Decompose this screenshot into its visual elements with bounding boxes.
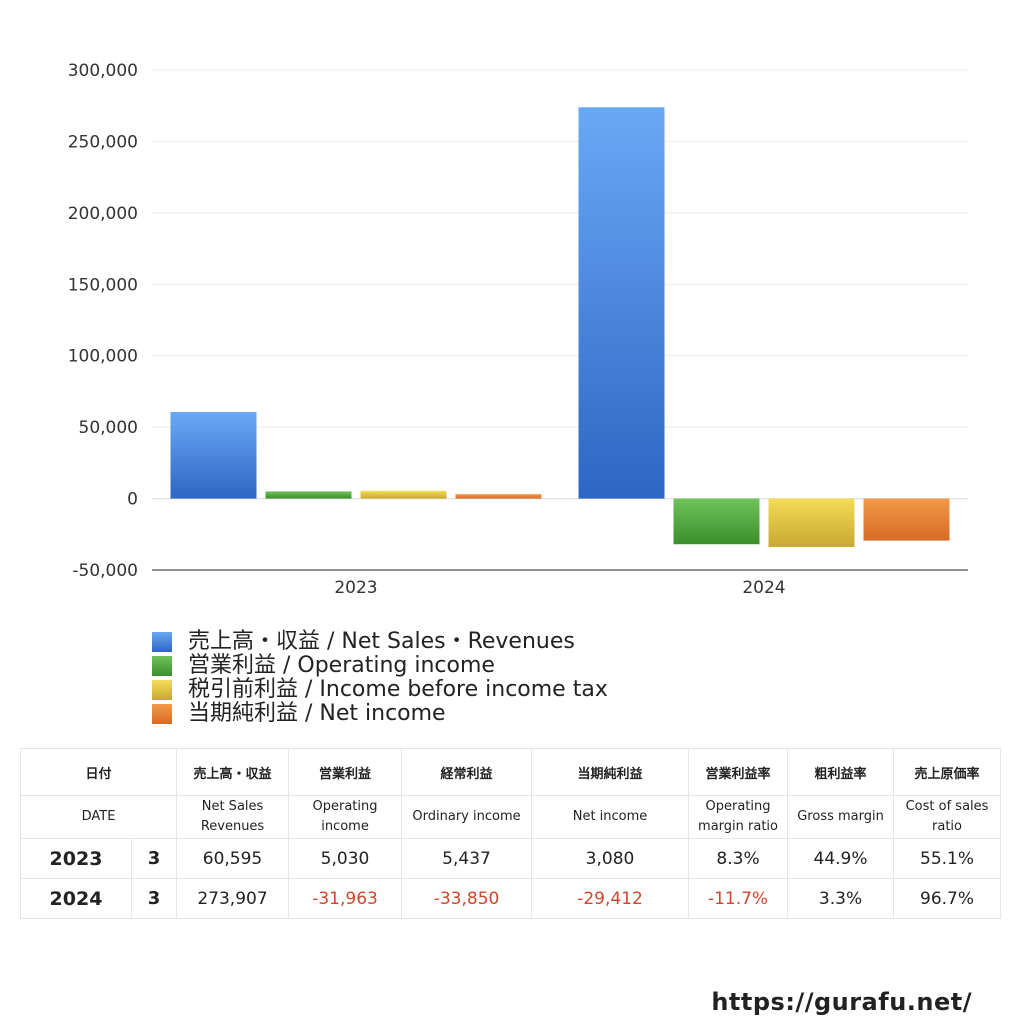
bar xyxy=(673,498,760,545)
cost-of-sales-cell: 55.1% xyxy=(893,838,1002,879)
legend-label: 売上高・収益 / Net Sales・Revenues xyxy=(188,629,575,654)
header-cell: DATE xyxy=(19,795,178,839)
header-cell: 営業利益 xyxy=(288,748,403,796)
operating-income-cell: -31,963 xyxy=(288,878,403,919)
header-cell: Operating income xyxy=(288,795,403,839)
header-cell: Ordinary income xyxy=(401,795,533,839)
cost-of-sales-cell: 96.7% xyxy=(893,878,1002,919)
bar-chart: 300,000 250,000 200,000 150,000 100,000 50,00… xyxy=(68,61,968,598)
header-cell: 売上高・収益 xyxy=(176,748,290,796)
table-header-ja: 日付 売上高・収益 営業利益 経常利益 当期純利益 営業利益率 粗利益率 売上原… xyxy=(19,748,1002,796)
legend-item: 売上高・収益 / Net Sales・Revenues xyxy=(152,630,608,654)
legend-label: 当期純利益 / Net income xyxy=(188,701,446,726)
y-tick-label: -50,000 xyxy=(72,561,138,581)
header-cell: 日付 xyxy=(19,748,178,796)
operating-margin-cell: -11.7% xyxy=(688,878,789,919)
month-cell: 3 xyxy=(130,838,178,879)
header-cell: Net income xyxy=(531,795,690,839)
year-cell: 2023 xyxy=(20,838,132,879)
y-tick-label: 200,000 xyxy=(68,204,138,224)
gross-margin-cell: 44.9% xyxy=(787,838,895,879)
financial-table: 日付 売上高・収益 営業利益 経常利益 当期純利益 営業利益率 粗利益率 売上原… xyxy=(19,748,1002,919)
y-tick-label: 300,000 xyxy=(68,61,138,81)
legend-item: 営業利益 / Operating income xyxy=(152,654,608,678)
header-cell: Gross margin xyxy=(787,795,895,839)
x-tick-label: 2023 xyxy=(334,578,377,598)
legend-item: 税引前利益 / Income before income tax xyxy=(152,678,608,702)
y-tick-label: 150,000 xyxy=(68,275,138,295)
operating-margin-cell: 8.3% xyxy=(688,838,789,879)
table-row: 2024 3 273,907 -31,963 -33,850 -29,412 -… xyxy=(20,878,1002,919)
header-cell: 粗利益率 xyxy=(787,748,895,796)
header-cell: Operating margin ratio xyxy=(688,795,789,839)
header-cell: 当期純利益 xyxy=(531,748,690,796)
header-cell: Cost of sales ratio xyxy=(893,795,1002,839)
chart-bars xyxy=(170,107,950,547)
x-tick-label: 2024 xyxy=(742,578,785,598)
bar xyxy=(578,107,665,499)
x-axis-ticks: 2023 2024 xyxy=(334,578,785,598)
bar xyxy=(170,412,257,499)
legend-swatch-pretax xyxy=(152,680,172,700)
chart-legend: 売上高・収益 / Net Sales・Revenues 営業利益 / Opera… xyxy=(152,630,608,726)
gross-margin-cell: 3.3% xyxy=(787,878,895,919)
month-cell: 3 xyxy=(130,878,178,919)
chart-grid xyxy=(152,69,968,571)
bar xyxy=(360,490,447,499)
table-header-en: DATE Net Sales Revenues Operating income… xyxy=(19,795,1002,839)
header-cell: 営業利益率 xyxy=(688,748,789,796)
operating-income-cell: 5,030 xyxy=(288,838,403,879)
legend-label: 税引前利益 / Income before income tax xyxy=(188,677,608,702)
legend-item: 当期純利益 / Net income xyxy=(152,702,608,726)
sales-cell: 60,595 xyxy=(176,838,290,879)
legend-label: 営業利益 / Operating income xyxy=(188,653,495,678)
sales-cell: 273,907 xyxy=(176,878,290,919)
table-row: 2023 3 60,595 5,030 5,437 3,080 8.3% 44.… xyxy=(20,838,1002,879)
header-cell: 経常利益 xyxy=(401,748,533,796)
net-income-cell: -29,412 xyxy=(531,878,690,919)
y-tick-label: 0 xyxy=(127,490,138,510)
legend-swatch-operating xyxy=(152,656,172,676)
bar xyxy=(265,491,352,499)
site-url[interactable]: https://gurafu.net/ xyxy=(711,988,972,1016)
y-tick-label: 50,000 xyxy=(79,418,138,438)
y-axis-ticks: 300,000 250,000 200,000 150,000 100,000 50,00… xyxy=(68,61,138,581)
ordinary-income-cell: 5,437 xyxy=(401,838,533,879)
y-tick-label: 100,000 xyxy=(68,347,138,367)
header-cell: 売上原価率 xyxy=(893,748,1002,796)
y-tick-label: 250,000 xyxy=(68,132,138,152)
legend-swatch-sales xyxy=(152,632,172,652)
year-cell: 2024 xyxy=(20,878,132,919)
header-cell: Net Sales Revenues xyxy=(176,795,290,839)
legend-swatch-net xyxy=(152,704,172,724)
net-income-cell: 3,080 xyxy=(531,838,690,879)
bar xyxy=(768,498,855,547)
bar xyxy=(863,498,950,541)
ordinary-income-cell: -33,850 xyxy=(401,878,533,919)
bar xyxy=(455,494,542,499)
